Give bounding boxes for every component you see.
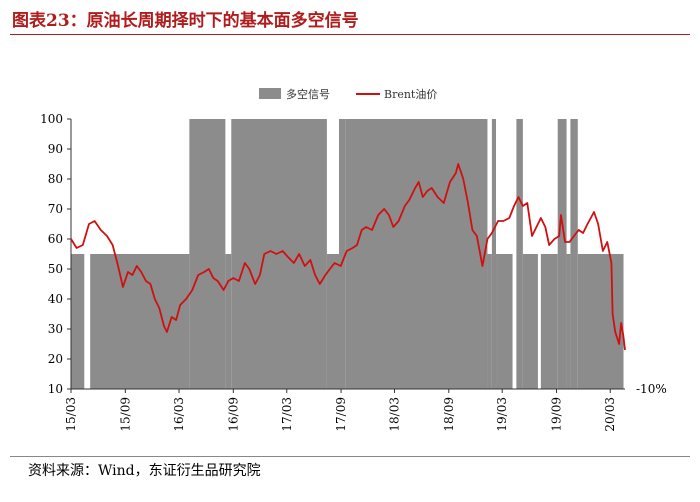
- y-tick-label-20: 20: [48, 352, 63, 366]
- x-tick-label-3: 16/09: [226, 397, 240, 432]
- x-tick-label-7: 18/09: [442, 397, 456, 432]
- y-tick-label-60: 60: [48, 232, 63, 246]
- source-note: 资料来源：Wind，东证衍生品研究院: [28, 463, 261, 479]
- x-tick-label-2: 16/03: [172, 397, 186, 432]
- y-tick-label-100: 100: [40, 112, 63, 126]
- brent-line-layer: [70, 163, 626, 351]
- signal-bar-4: [231, 119, 327, 389]
- signal-bar-6: [339, 119, 346, 389]
- x-tick-label-10: 20/03: [603, 397, 617, 432]
- signal-bar-12: [522, 254, 538, 389]
- x-tick-label-1: 15/09: [118, 397, 132, 432]
- source-divider: [10, 456, 690, 457]
- signal-bar-0: [71, 254, 85, 389]
- signal-bar-10: [496, 254, 513, 389]
- legend-signal-label: 多空信号: [286, 87, 330, 101]
- x-tick-label-0: 15/03: [64, 397, 78, 432]
- x-tick-label-6: 18/03: [388, 397, 402, 432]
- x-tick-label-5: 17/09: [334, 397, 348, 432]
- y-tick-label-50: 50: [48, 262, 63, 276]
- y-tick-label-40: 40: [48, 292, 63, 306]
- signal-bar-15: [566, 254, 571, 389]
- signal-bar-17: [577, 254, 624, 389]
- extra-label: -10%: [636, 382, 667, 396]
- y-tick-label-10: 10: [48, 382, 63, 396]
- signal-bar-16: [570, 119, 578, 389]
- x-tick-label-9: 19/09: [550, 397, 564, 432]
- legend: 多空信号 Brent油价: [259, 87, 437, 101]
- signal-bar-7: [345, 119, 488, 389]
- y-tick-label-30: 30: [48, 322, 63, 336]
- series-line-0: [70, 163, 626, 351]
- signal-bars: [71, 119, 624, 389]
- signal-bar-11: [516, 119, 523, 389]
- y-tick-label-90: 90: [48, 142, 63, 156]
- y-tick-label-80: 80: [48, 172, 63, 186]
- chart-title: 图表23：原油长周期择时下的基本面多空信号: [12, 11, 359, 31]
- signal-bar-1: [90, 254, 190, 389]
- signal-bar-3: [225, 254, 232, 389]
- x-tick-label-4: 17/03: [280, 397, 294, 432]
- title-divider: [10, 34, 690, 35]
- signal-bar-9: [491, 119, 497, 389]
- signal-bar-2: [189, 119, 226, 389]
- axes: 10 20 30 40 50 60 70 80 90 100 15/03 15/09 16/03 16/0…: [40, 112, 625, 432]
- signal-bar-14: [557, 119, 567, 389]
- x-tick-label-8: 19/03: [495, 397, 509, 432]
- signal-bar-5: [326, 254, 339, 389]
- legend-line-label: Brent油价: [384, 87, 437, 101]
- legend-signal-swatch: [259, 88, 281, 99]
- signal-bar-13: [540, 254, 558, 389]
- y-tick-label-70: 70: [48, 202, 63, 216]
- signal-bar-8: [487, 254, 492, 389]
